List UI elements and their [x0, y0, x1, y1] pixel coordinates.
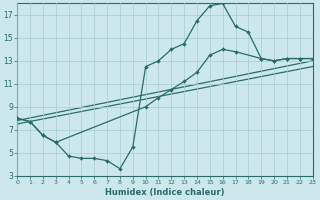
X-axis label: Humidex (Indice chaleur): Humidex (Indice chaleur) [105, 188, 225, 197]
